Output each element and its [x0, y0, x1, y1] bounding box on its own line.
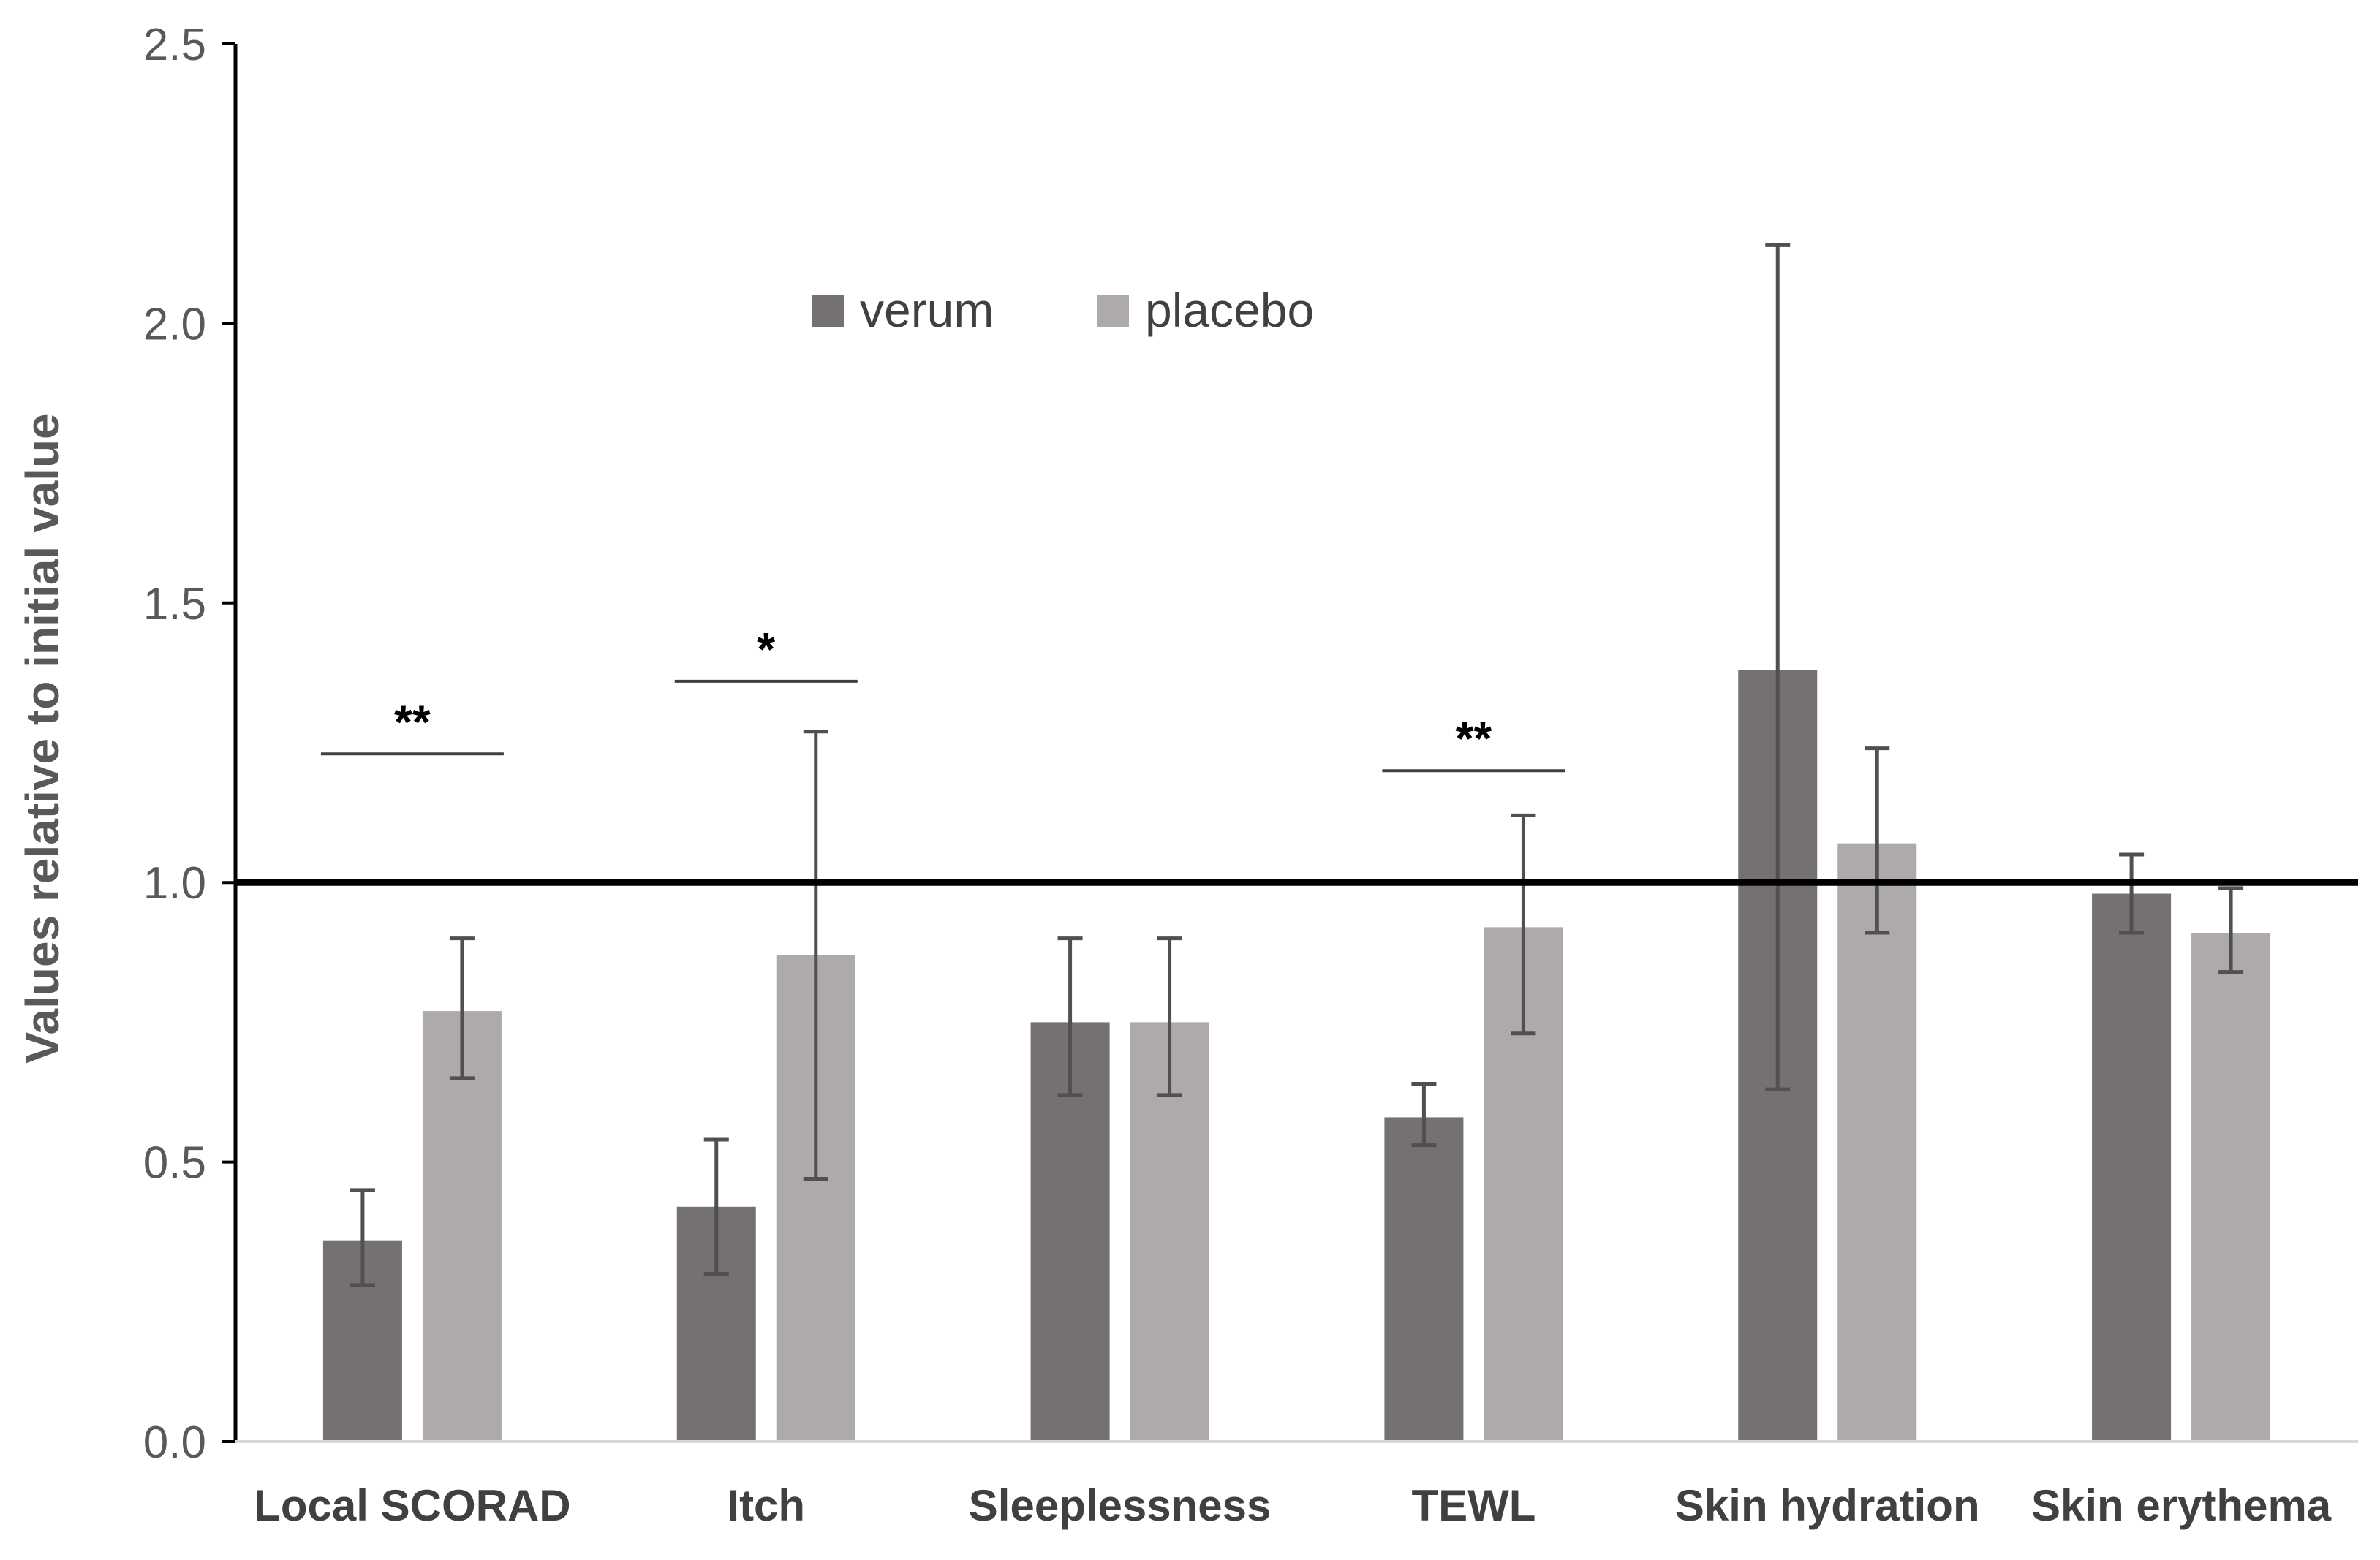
bar-verum — [1384, 1117, 1464, 1442]
significance-markers: ***** — [320, 623, 1565, 773]
significance-label: ** — [394, 695, 431, 748]
y-axis-label: Values relative to initial value — [16, 413, 69, 1063]
x-category-label: Skin hydration — [1675, 1481, 1980, 1530]
error-bars-layer — [350, 243, 2244, 1287]
bar-placebo — [2191, 933, 2271, 1442]
significance-label: * — [757, 623, 775, 675]
y-tick-label: 2.0 — [143, 299, 206, 349]
y-tick-label: 2.5 — [143, 20, 206, 70]
bar-placebo — [1837, 843, 1917, 1442]
x-category-label: Sleeplessness — [969, 1481, 1272, 1530]
significance-label: ** — [1456, 712, 1492, 765]
legend-swatch-placebo — [1097, 295, 1129, 327]
legend-label-placebo: placebo — [1145, 283, 1314, 337]
y-tick-label: 1.0 — [143, 858, 206, 909]
legend-label-verum: verum — [860, 283, 994, 337]
y-tick-label: 1.5 — [143, 579, 206, 629]
x-category-label: Local SCORAD — [254, 1481, 570, 1530]
bar-placebo — [422, 1011, 502, 1442]
x-category-label: Skin erythema — [2031, 1481, 2332, 1530]
y-tick-label: 0.0 — [143, 1417, 206, 1468]
x-category-label: TEWL — [1411, 1481, 1535, 1530]
bars-layer — [322, 670, 2271, 1442]
legend: verum placebo — [812, 283, 1314, 337]
category-labels: Local SCORAD Itch Sleeplessness TEWL Skin hy… — [254, 1481, 2332, 1530]
x-category-label: Itch — [727, 1481, 805, 1530]
legend-swatch-verum — [812, 295, 844, 327]
y-ticks: 0.0 0.5 1.0 1.5 2.0 2.5 — [143, 20, 235, 1468]
y-tick-label: 0.5 — [143, 1138, 206, 1189]
bar-verum — [2092, 893, 2172, 1442]
